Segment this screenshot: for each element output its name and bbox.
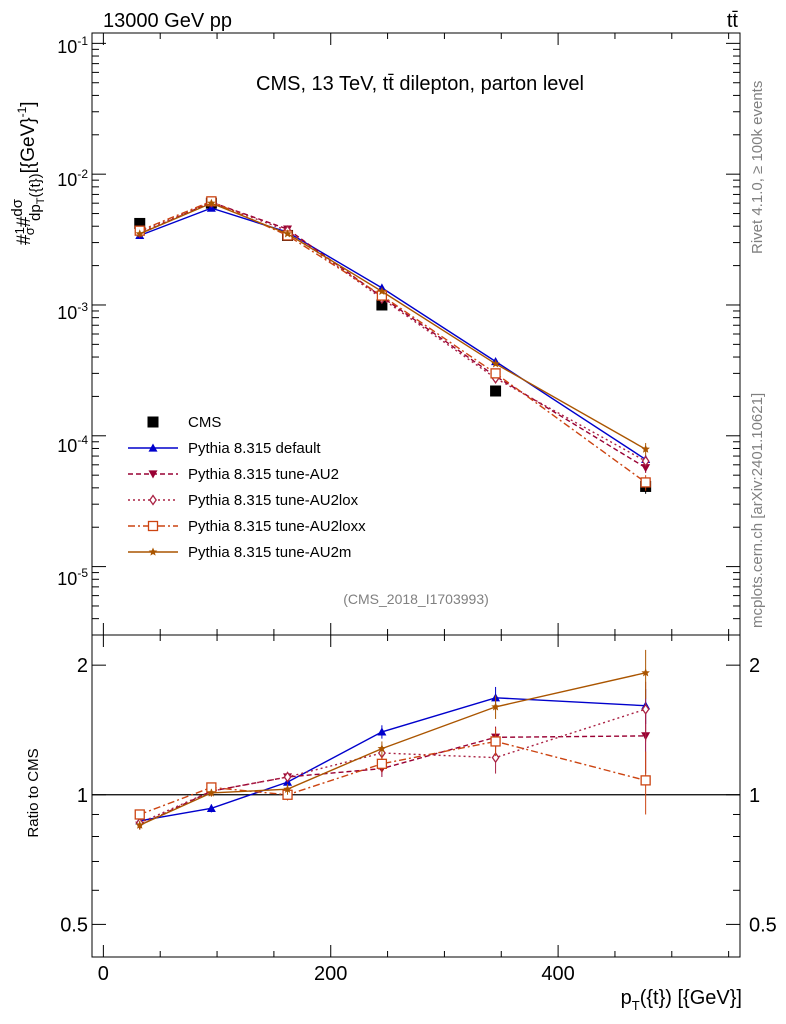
legend-label: CMS [188,414,221,431]
ratio-series-0 [135,686,651,826]
legend-marker [148,547,158,556]
ratio-point [207,788,216,797]
x-axis-label: pT({t}) [{GeV}] [621,987,742,1013]
data-point [641,455,650,467]
ratio-point [283,784,292,793]
ratio-series-4 [135,649,650,830]
legend-marker [148,470,158,479]
x-tick-label: 200 [314,963,347,985]
legend-entry: Pythia 8.315 default [128,440,321,457]
data-point [490,385,502,397]
data-point [207,198,216,207]
main-y-axis-label: #1σ#dσdpT({t})[{GeV}-1] [9,101,47,245]
ratio-y-axis-label: Ratio to CMS [25,748,42,837]
ratio-point [206,803,216,812]
ratio-series-3 [134,727,651,820]
data-point [377,286,387,295]
ratio-line [139,708,646,824]
legend-marker [149,494,157,506]
header-energy: 13000 GeV pp [103,10,232,32]
ratio-y-tick-labels: 0.5 0.5 1 1 2 2 [60,655,777,936]
series-line [139,200,647,483]
ratio-point [490,736,501,747]
series-2 [135,198,651,473]
data-point [135,229,144,238]
legend-entry: Pythia 8.315 tune-AU2m [128,544,351,561]
ratio-point [377,744,387,753]
ratio-series-2 [135,681,650,829]
y-tick-label-1e-4: 10-4 [57,433,88,456]
legend-label: Pythia 8.315 tune-AU2lox [188,492,359,509]
ratio-point [377,727,387,736]
rivet-label: Rivet 4.1.0, ≥ 100k events [749,81,766,254]
data-point [641,464,651,473]
ratio-panel-frame [91,634,741,958]
ratio-point [640,775,651,786]
legend-marker [148,443,158,452]
ratio-y-tick-label: 0.5 [60,914,88,936]
ratio-y-tick-label-right: 1 [749,785,760,807]
legend-entry: Pythia 8.315 tune-AU2 [128,466,339,483]
data-point [641,444,650,453]
data-point [283,229,292,238]
main-axis-ticks [92,33,740,636]
ratio-y-tick-label-right: 2 [749,655,760,677]
ratio-point [641,703,650,715]
header-process: tt̄ [727,10,739,32]
data-point [134,217,146,229]
ratio-y-tick-label: 1 [77,785,88,807]
y-tick-label-1e-1: 10-1 [57,34,88,57]
ratio-point [491,751,500,764]
ratio-point [135,820,144,829]
analysis-tag: (CMS_2018_I1703993) [343,591,489,607]
series-line [139,202,646,450]
x-tick-label: 400 [541,963,574,985]
ratio-line [139,672,646,826]
main-y-tick-labels: 10-1 10-2 10-3 10-4 10-5 [57,34,88,589]
legend-entry: Pythia 8.315 tune-AU2lox [128,492,359,509]
ratio-point [283,771,292,783]
data-point [490,368,501,379]
x-tick-labels: 0 200 400 [98,963,575,985]
x-tick-label: 0 [98,963,109,985]
y-tick-label-1e-2: 10-2 [57,167,88,190]
ratio-point [134,809,145,820]
ratio-y-tick-label-right: 0.5 [749,914,777,936]
legend-label: Pythia 8.315 tune-AU2m [188,544,351,561]
ratio-point [491,702,500,711]
ratio-line [139,697,646,822]
ratio-series-group [134,649,651,830]
legend-marker [147,520,159,532]
y-tick-label-1e-3: 10-3 [57,300,88,323]
ratio-point [641,668,650,677]
data-point [640,477,651,488]
ratio-point [376,758,388,769]
legend-label: Pythia 8.315 default [188,440,321,457]
data-point [491,359,500,368]
mcplots-label: mcplots.cern.ch [arXiv:2401.10621] [749,393,766,628]
legend-entry: Pythia 8.315 tune-AU2loxx [128,518,366,535]
legend-label: Pythia 8.315 tune-AU2 [188,466,339,483]
main-series-group [134,196,652,494]
legend: CMS Pythia 8.315 default Pythia 8.315 tune… [128,414,366,561]
ratio-line [139,740,646,816]
legend-label: Pythia 8.315 tune-AU2loxx [188,518,366,535]
legend-marker [147,416,159,428]
series-5 [135,198,650,457]
legend-entry: CMS [147,414,221,431]
plot-title: CMS, 13 TeV, tt̄ dilepton, parton level [256,73,584,95]
y-tick-label-1e-5: 10-5 [57,566,88,589]
ratio-axis-ticks [92,635,740,957]
data-point [376,299,388,311]
ratio-y-tick-label: 2 [77,655,88,677]
